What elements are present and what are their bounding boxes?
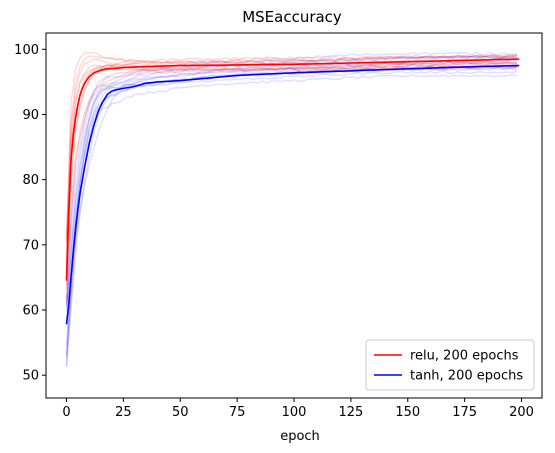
legend-label: relu, 200 epochs [410, 349, 519, 364]
legend-label: tanh, 200 epochs [410, 369, 523, 384]
x-tick-label: 150 [395, 405, 420, 420]
y-tick-label: 70 [22, 238, 39, 253]
series-line [65, 58, 520, 281]
run-trace-line [65, 62, 518, 254]
run-trace-line [65, 59, 518, 305]
x-tick-label: 200 [509, 405, 534, 420]
run-trace-line [65, 57, 518, 266]
legend-box [365, 339, 535, 391]
run-trace-line [65, 64, 518, 304]
run-trace-line [65, 55, 518, 300]
x-tick-label: 100 [282, 405, 307, 420]
x-axis-title: epoch [280, 429, 320, 444]
run-trace-line [65, 60, 518, 306]
run-trace-line [65, 51, 518, 242]
run-trace-line [65, 73, 518, 367]
x-axis: 0 25 50 75 100 125 150 175 200 [62, 398, 534, 420]
run-trace-line [65, 66, 518, 302]
y-axis: 50 60 70 80 90 100 [14, 43, 46, 384]
run-trace-line [65, 65, 518, 312]
run-trace-line [65, 54, 518, 286]
legend: relu, 200 epochs tanh, 200 epochs [365, 339, 535, 391]
series-line [65, 64, 520, 325]
run-trace-line [65, 65, 518, 242]
x-tick-label: 75 [229, 405, 246, 420]
y-tick-label: 100 [14, 43, 39, 58]
chart-title: MSEaccuracy [242, 8, 342, 26]
run-trace-line [65, 58, 518, 282]
x-tick-label: 50 [172, 405, 189, 420]
run-trace-line [65, 67, 518, 360]
run-trace-line [65, 54, 518, 245]
run-trace-line [65, 55, 518, 346]
individual-runs-layer [65, 51, 518, 367]
x-tick-label: 125 [338, 405, 363, 420]
run-trace-line [65, 61, 518, 309]
run-trace-line [65, 62, 518, 265]
y-tick-label: 50 [22, 369, 39, 384]
run-trace-line [65, 57, 518, 367]
y-tick-label: 60 [22, 304, 39, 319]
x-tick-label: 25 [115, 405, 132, 420]
run-trace-line [65, 64, 518, 356]
series-layer [65, 58, 520, 325]
run-trace-line [65, 70, 518, 288]
x-tick-label: 175 [452, 405, 477, 420]
y-tick-label: 80 [22, 173, 39, 188]
x-tick-label: 0 [62, 405, 70, 420]
run-trace-line [65, 51, 518, 357]
run-trace-line [65, 54, 518, 279]
y-tick-label: 90 [22, 108, 39, 123]
